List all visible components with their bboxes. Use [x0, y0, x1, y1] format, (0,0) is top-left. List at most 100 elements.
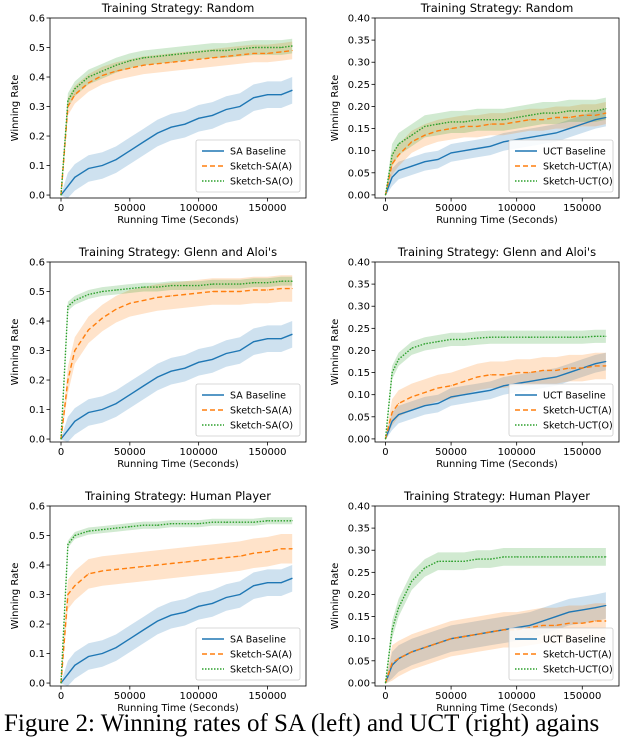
data-point-sketch-uct-o-: [476, 119, 478, 121]
data-point-uct-baseline: [542, 378, 544, 380]
data-point-sa-baseline: [225, 353, 227, 354]
plot-frame: [374, 505, 620, 687]
data-point-sa-baseline: [267, 582, 268, 584]
data-point-sketch-sa-o-: [267, 520, 268, 522]
data-point-sketch-uct-o-: [489, 336, 491, 338]
data-point-sa-baseline: [225, 597, 227, 598]
data-point-sketch-sa-o-: [170, 523, 172, 525]
y-axis-label: Winning Rate: [330, 75, 341, 142]
x-tick-label: 50000: [114, 203, 146, 214]
data-point-sa-baseline: [184, 611, 186, 613]
x-axis-label: Running Time (Seconds): [436, 703, 558, 714]
legend: SA Baseline Sketch-SA(A) Sketch-SA(O): [195, 139, 301, 193]
data-point-sketch-uct-a-: [605, 365, 607, 367]
data-point-sketch-uct-o-: [503, 556, 505, 558]
data-point-sketch-uct-a-: [398, 403, 400, 404]
data-point-uct-baseline: [529, 624, 531, 626]
data-point-sketch-uct-a-: [529, 119, 531, 121]
data-point-sketch-uct-a-: [594, 620, 596, 622]
data-point-sketch-uct-a-: [542, 624, 544, 626]
data-point-sketch-uct-a-: [503, 123, 505, 125]
legend-label: Sketch-SA(A): [230, 650, 292, 661]
data-point-sketch-uct-o-: [529, 556, 531, 558]
data-point-sketch-uct-o-: [542, 556, 544, 558]
data-point-sketch-uct-o-: [385, 682, 386, 684]
data-point-sketch-uct-a-: [424, 647, 426, 648]
data-point-sketch-sa-a-: [267, 289, 268, 291]
data-point-sketch-sa-o-: [60, 438, 62, 440]
band-sketch-sa-o-: [61, 276, 293, 440]
band-sketch-uct-o-: [385, 97, 606, 196]
data-point-sketch-uct-a-: [476, 125, 478, 127]
data-point-sketch-sa-o-: [156, 55, 158, 57]
data-point-sketch-sa-o-: [88, 530, 89, 532]
data-point-uct-baseline: [529, 136, 531, 138]
y-tick-label: 0.35: [348, 524, 370, 535]
legend-label: Sketch-UCT(A): [543, 406, 612, 417]
y-tick-label: 0.10: [348, 634, 370, 645]
data-point-sketch-sa-o-: [60, 682, 62, 684]
y-tick-label: 0.1: [29, 405, 45, 416]
data-point-uct-baseline: [411, 409, 413, 411]
plot-frame: [49, 505, 307, 687]
x-axis-label: Running Time (Seconds): [117, 703, 239, 714]
data-point-sketch-sa-o-: [60, 194, 62, 196]
data-point-sketch-sa-a-: [170, 563, 172, 564]
data-point-uct-baseline: [503, 385, 505, 387]
data-point-sketch-sa-a-: [74, 94, 76, 96]
y-tick-label: 0.0: [29, 679, 45, 690]
data-point-sketch-sa-a-: [198, 292, 200, 294]
data-point-uct-baseline: [542, 134, 544, 136]
data-point-sketch-uct-a-: [529, 372, 531, 374]
x-axis-label: Running Time (Seconds): [117, 459, 239, 470]
band-sketch-sa-a-: [61, 275, 293, 440]
plot-frame: [49, 261, 307, 443]
band-sketch-uct-a-: [385, 102, 606, 196]
y-tick-label: 0.40: [348, 258, 370, 269]
legend-label: Sketch-SA(A): [230, 406, 292, 417]
data-point-sketch-uct-a-: [424, 392, 426, 393]
y-tick-label: 0.4: [29, 73, 45, 84]
chart-panel-1: 0 50000 100000 150000 0.0 0.1 0.2 0.3 0.4 0.5 0.6 T…: [10, 1, 307, 226]
data-point-sketch-sa-o-: [291, 45, 293, 47]
data-point-sketch-sa-a-: [280, 51, 282, 53]
data-point-sketch-sa-a-: [88, 573, 89, 575]
data-point-sketch-sa-a-: [239, 291, 241, 292]
data-point-sketch-uct-o-: [391, 629, 393, 631]
y-tick-label: 0.00: [348, 678, 370, 689]
data-point-sketch-sa-o-: [143, 57, 145, 59]
data-point-sketch-uct-a-: [555, 624, 557, 626]
data-point-sketch-sa-a-: [170, 295, 172, 297]
data-point-sketch-uct-o-: [476, 558, 478, 560]
data-point-sketch-uct-a-: [581, 114, 583, 116]
data-point-sketch-uct-o-: [437, 341, 439, 343]
data-point-sketch-sa-a-: [267, 52, 268, 54]
data-point-sa-baseline: [280, 338, 282, 340]
chart-panel-3: 0 50000 100000 150000 0.0 0.1 0.2 0.3 0.4 0.5 0.6 T…: [10, 245, 307, 470]
y-tick-label: 0.1: [29, 649, 45, 660]
data-point-sketch-uct-o-: [385, 438, 386, 440]
data-point-sketch-sa-a-: [291, 548, 293, 550]
chart-panel-5: 0 50000 100000 150000 0.0 0.1 0.2 0.3 0.4 0.5 0.6 T…: [10, 489, 307, 714]
legend-label: UCT Baseline: [543, 147, 606, 158]
data-point-sketch-uct-a-: [503, 374, 505, 376]
y-tick-label: 0.25: [348, 324, 370, 335]
plot-area: [384, 97, 607, 196]
x-tick-label: 50000: [114, 447, 146, 458]
x-tick-label: 150000: [563, 691, 601, 702]
chart-title: Training Strategy: Random: [101, 1, 255, 15]
data-point-sketch-uct-a-: [411, 141, 413, 143]
chart-panel-6: 0 50000 100000 150000 0.00 0.05 0.10 0.15 0.20 0.…: [330, 489, 620, 714]
x-tick-label: 0: [58, 447, 64, 458]
legend-label: Sketch-SA(A): [230, 162, 292, 173]
y-tick-label: 0.20: [348, 102, 370, 113]
y-tick-label: 0.6: [29, 502, 45, 513]
legend-box: [508, 139, 614, 193]
plot-area: [384, 329, 607, 440]
data-point-sketch-sa-o-: [115, 527, 117, 529]
data-point-sketch-sa-a-: [156, 296, 158, 298]
y-tick-label: 0.40: [348, 14, 370, 25]
legend: UCT Baseline Sketch-UCT(A) Sketch-UCT(O): [508, 139, 614, 193]
legend-box: [508, 627, 614, 681]
data-point-sketch-uct-a-: [489, 631, 491, 633]
